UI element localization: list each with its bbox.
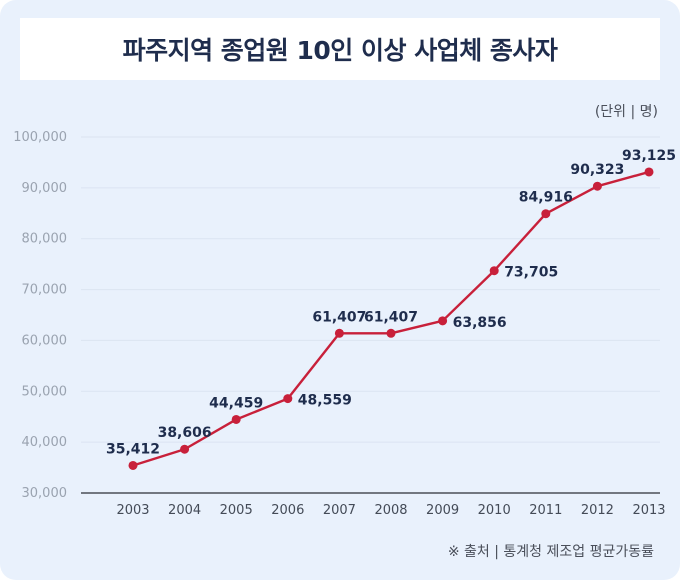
x-tick-label: 2011 xyxy=(529,503,562,518)
data-point xyxy=(386,328,396,338)
x-tick-label: 2006 xyxy=(271,503,304,518)
y-tick-label: 70,000 xyxy=(22,283,68,298)
data-label: 44,459 xyxy=(209,395,263,411)
chart-title: 파주지역 종업원 10인 이상 사업체 종사자 xyxy=(122,36,558,65)
data-point xyxy=(438,316,448,326)
data-label: 84,916 xyxy=(519,190,573,206)
x-tick-label: 2007 xyxy=(323,503,356,518)
y-tick-label: 50,000 xyxy=(22,384,68,399)
x-tick-label: 2008 xyxy=(374,503,407,518)
data-point xyxy=(180,444,190,454)
data-point xyxy=(644,167,654,177)
y-tick-label: 30,000 xyxy=(22,486,68,501)
x-tick-label: 2004 xyxy=(168,503,201,518)
data-point xyxy=(489,266,499,276)
data-label: 61,407 xyxy=(364,309,418,325)
data-point xyxy=(334,328,344,338)
data-label: 93,125 xyxy=(622,148,676,164)
x-tick-label: 2010 xyxy=(478,503,511,518)
data-point xyxy=(592,181,602,191)
title-box: 파주지역 종업원 10인 이상 사업체 종사자 xyxy=(20,18,660,80)
x-tick-label: 2003 xyxy=(116,503,149,518)
unit-label: (단위 | 명) xyxy=(594,104,658,120)
data-label: 63,856 xyxy=(453,315,507,331)
y-tick-label: 100,000 xyxy=(13,130,67,145)
x-tick-label: 2013 xyxy=(632,503,665,518)
y-tick-label: 60,000 xyxy=(22,333,68,348)
source-label: ※ 출처 | 통계청 제조업 평균가동률 xyxy=(447,544,654,560)
x-tick-label: 2009 xyxy=(426,503,459,518)
data-label: 90,323 xyxy=(570,162,624,178)
data-label: 38,606 xyxy=(158,425,212,441)
data-point xyxy=(283,394,293,404)
x-tick-label: 2012 xyxy=(581,503,614,518)
data-point xyxy=(231,414,241,424)
data-point xyxy=(128,460,138,470)
data-label: 61,407 xyxy=(312,309,366,325)
data-label: 35,412 xyxy=(106,441,160,457)
y-tick-label: 40,000 xyxy=(22,435,68,450)
data-point xyxy=(541,209,551,219)
x-tick-label: 2005 xyxy=(220,503,253,518)
y-tick-label: 80,000 xyxy=(22,232,68,247)
data-label: 73,705 xyxy=(504,265,558,281)
data-label: 48,559 xyxy=(298,393,352,409)
y-tick-label: 90,000 xyxy=(22,181,68,196)
